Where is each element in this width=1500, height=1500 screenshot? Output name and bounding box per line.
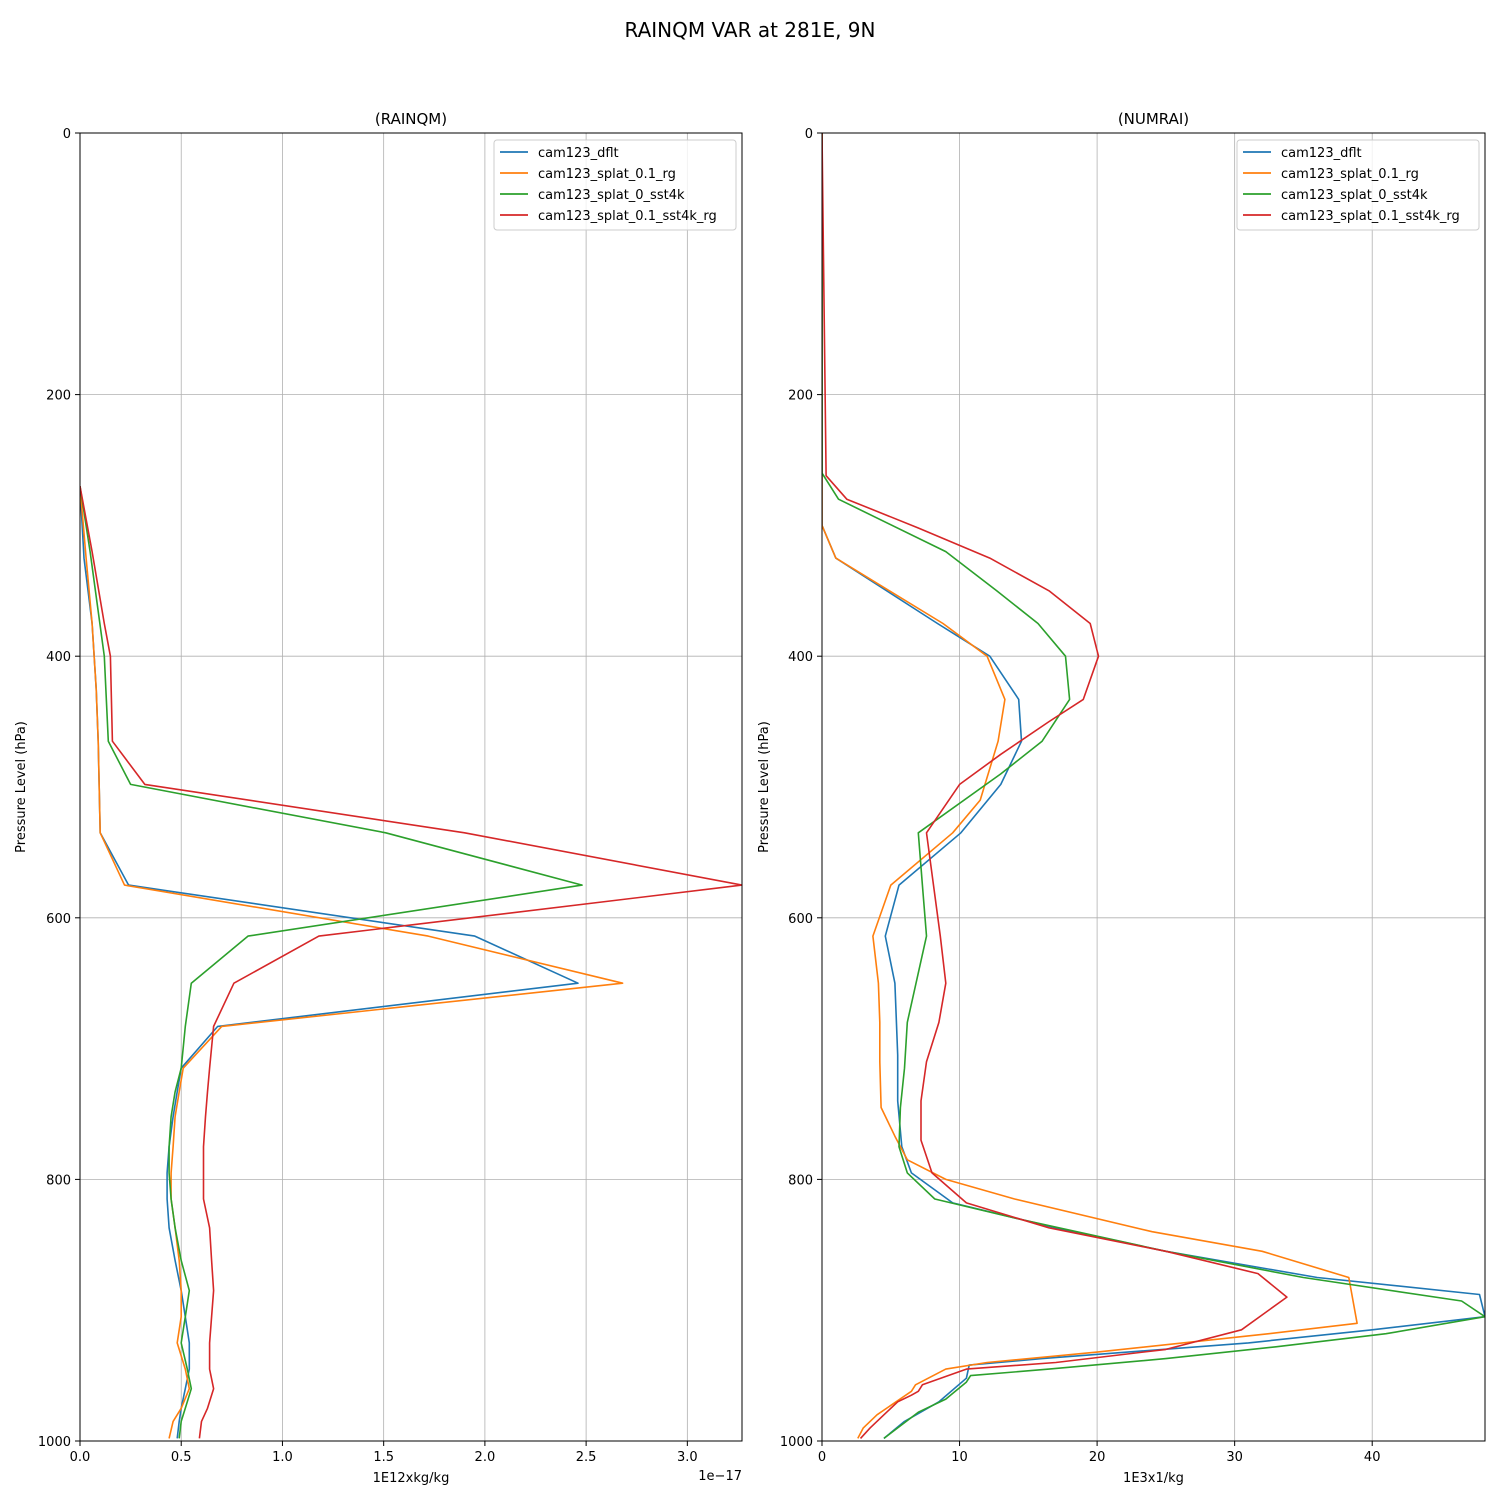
y-tick-label-rainqm: 0	[63, 127, 71, 142]
legend-entry-numrai: cam123_dflt	[1281, 146, 1362, 161]
y-tick-label-rainqm: 1000	[38, 1435, 71, 1450]
legend-entry-numrai: cam123_splat_0_sst4k	[1281, 188, 1428, 203]
x-tick-label-rainqm: 1.0	[272, 1450, 293, 1465]
y-tick-label-rainqm: 600	[46, 912, 71, 927]
y-tick-label-rainqm: 200	[46, 389, 71, 404]
x-offset-label-rainqm: 1e−17	[698, 1469, 742, 1484]
x-tick-label-numrai: 10	[951, 1450, 968, 1465]
x-tick-label-rainqm: 2.0	[475, 1450, 496, 1465]
legend-numrai: cam123_dflt cam123_splat_0.1_rg cam123_spl…	[1236, 139, 1480, 231]
series-line-rainqm-4	[80, 486, 742, 1439]
legend-entry-rainqm: cam123_splat_0.1_sst4k_rg	[538, 209, 717, 224]
legend-box-rainqm	[493, 139, 737, 231]
x-tick-label-numrai: 0	[818, 1450, 826, 1465]
figure-title: RAINQM VAR at 281E, 9N	[625, 18, 876, 42]
axes-frame-numrai	[821, 132, 1486, 1442]
y-tick-label-numrai: 0	[805, 127, 813, 142]
y-tick-label-numrai: 800	[788, 1173, 813, 1188]
y-tick-label-numrai: 200	[788, 389, 813, 404]
series-line-rainqm-3	[80, 486, 583, 1439]
series-line-numrai-3	[822, 133, 1485, 1440]
y-tick-label-rainqm: 400	[46, 650, 71, 665]
x-tick-label-rainqm: 0.5	[171, 1450, 192, 1465]
x-tick-label-numrai: 30	[1226, 1450, 1243, 1465]
x-tick-label-numrai: 40	[1364, 1450, 1381, 1465]
x-tick-label-rainqm: 0.0	[70, 1450, 91, 1465]
y-tick-label-numrai: 400	[788, 650, 813, 665]
series-line-numrai-2	[822, 133, 1358, 1439]
legend-rainqm: cam123_dflt cam123_splat_0.1_rg cam123_spl…	[493, 139, 737, 231]
legend-entry-rainqm: cam123_splat_0.1_rg	[538, 167, 676, 182]
x-axis-label-rainqm: 1E12xkg/kg	[373, 1471, 450, 1486]
x-tick-label-rainqm: 2.5	[576, 1450, 597, 1465]
series-line-rainqm-2	[80, 486, 624, 1439]
legend-box-numrai	[1236, 139, 1480, 231]
x-tick-label-numrai: 20	[1089, 1450, 1106, 1465]
legend-entry-rainqm: cam123_dflt	[538, 146, 619, 161]
panel-rainqm: (RAINQM) 0.0 0.5 1.0 1.5 2.0 2.5 3.0 0 200 400 600…	[14, 110, 743, 1486]
y-tick-label-rainqm: 800	[46, 1173, 71, 1188]
panel-title-numrai: (NUMRAI)	[1118, 110, 1189, 128]
x-tick-label-rainqm: 3.0	[677, 1450, 698, 1465]
legend-entry-rainqm: cam123_splat_0_sst4k	[538, 188, 685, 203]
x-tick-label-rainqm: 1.5	[373, 1450, 394, 1465]
y-axis-label-rainqm: Pressure Level (hPa)	[14, 721, 29, 853]
axes-frame-rainqm	[79, 132, 743, 1442]
x-axis-label-numrai: 1E3x1/kg	[1123, 1471, 1184, 1486]
series-line-numrai-4	[822, 133, 1288, 1439]
y-tick-label-numrai: 600	[788, 912, 813, 927]
legend-entry-numrai: cam123_splat_0.1_sst4k_rg	[1281, 209, 1460, 224]
panel-title-rainqm: (RAINQM)	[375, 110, 447, 128]
legend-entry-numrai: cam123_splat_0.1_rg	[1281, 167, 1419, 182]
y-tick-label-numrai: 1000	[780, 1435, 813, 1450]
y-axis-label-numrai: Pressure Level (hPa)	[757, 721, 772, 853]
